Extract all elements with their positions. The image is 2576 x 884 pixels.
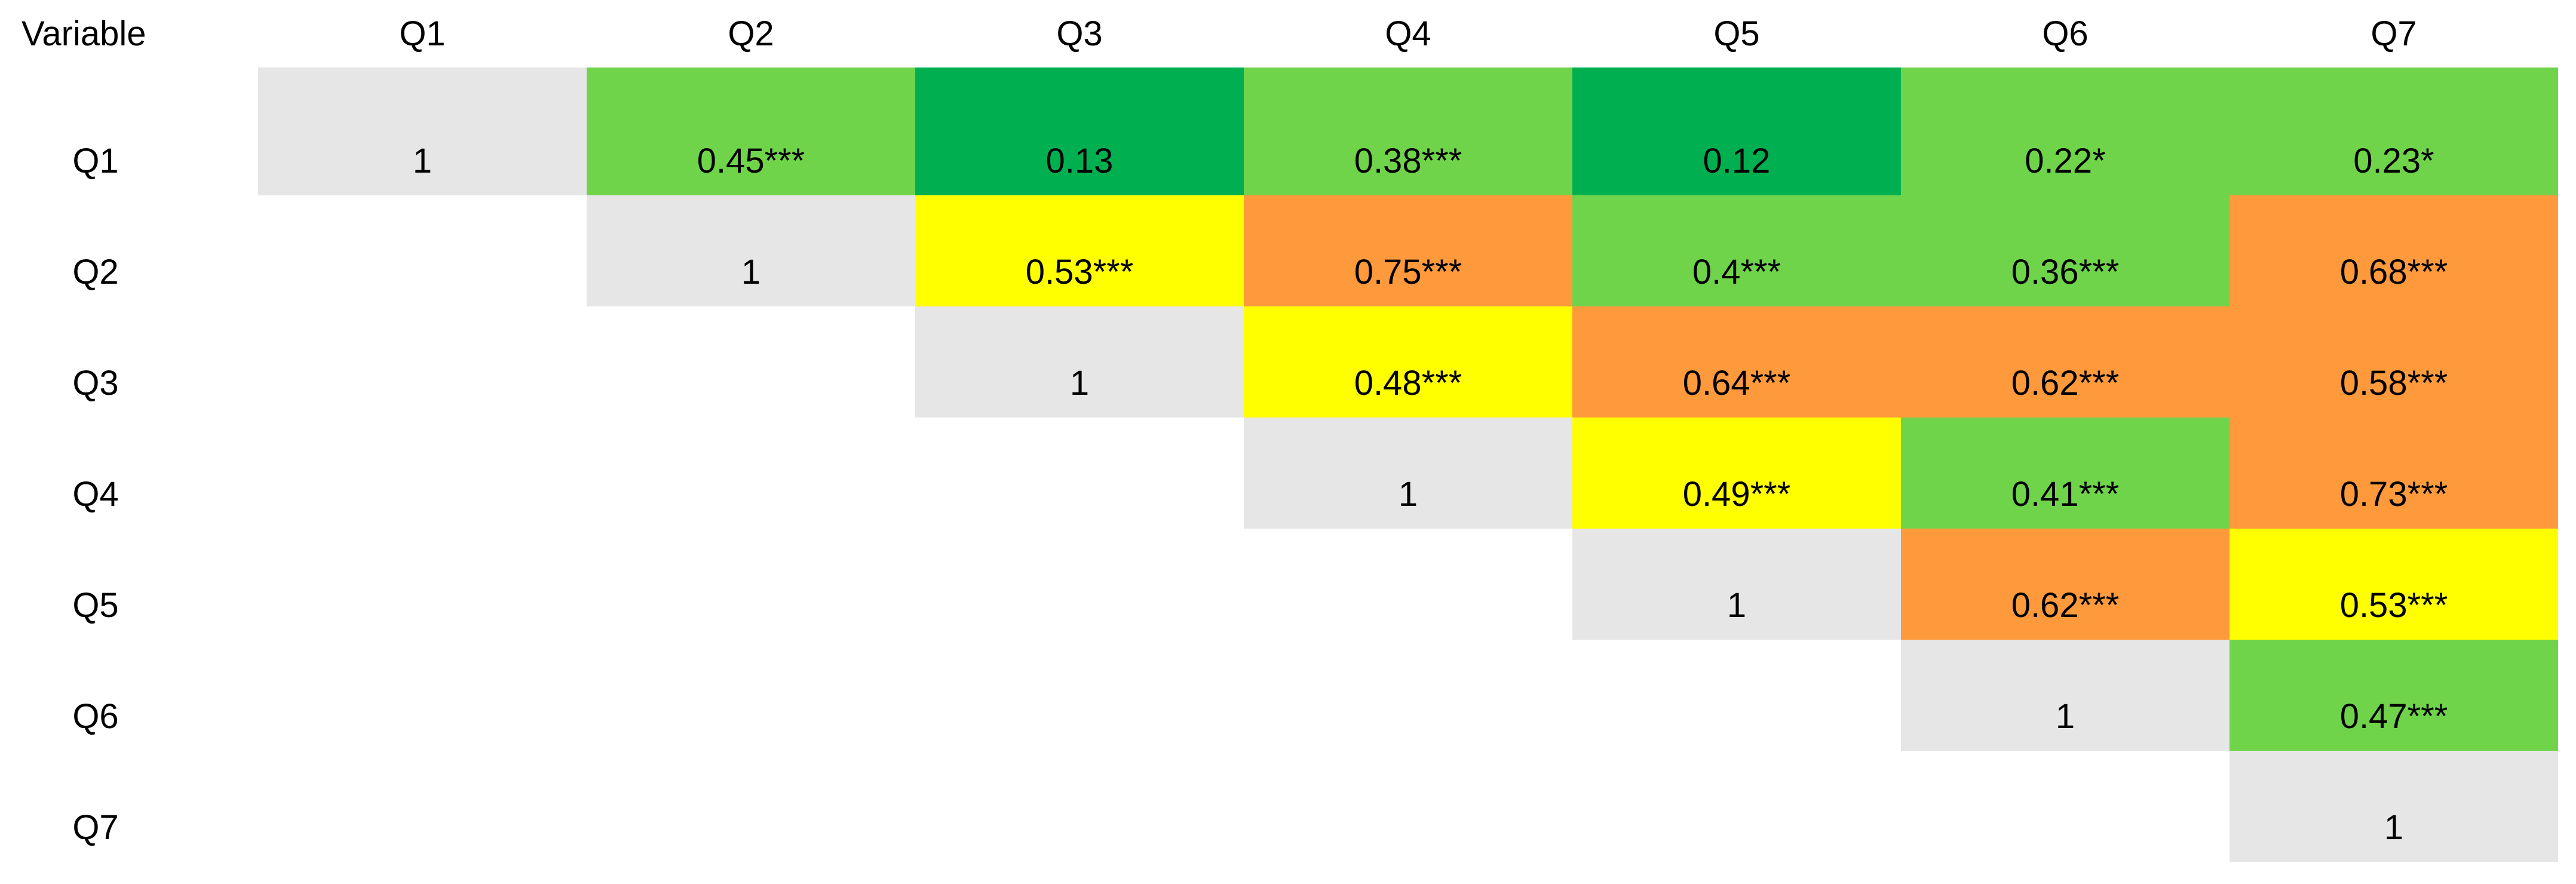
table-cell: 0.75*** (1244, 195, 1572, 306)
table-cell: 0.13 (915, 67, 1244, 195)
row-label: Q3 (72, 364, 119, 403)
table-cell: 0.62*** (1901, 529, 2230, 640)
table-cell: 0.38*** (1244, 67, 1572, 195)
table-cell: 1 (1572, 529, 1901, 640)
table-cell: 0.73*** (2230, 418, 2558, 529)
column-header: Q5 (1713, 14, 1760, 53)
corner-label: Variable (22, 14, 146, 53)
table-cell: 0.48*** (1244, 306, 1572, 418)
table-cell: 1 (1901, 640, 2230, 751)
table-cell: 0.12 (1572, 67, 1901, 195)
column-header: Q4 (1385, 14, 1431, 53)
row-label: Q7 (72, 808, 119, 847)
table-cell: 0.62*** (1901, 306, 2230, 418)
table-cell: 0.45*** (587, 67, 915, 195)
table-cell: 0.58*** (2230, 306, 2558, 418)
table-cell: 0.64*** (1572, 306, 1901, 418)
table-cell: 0.36*** (1901, 195, 2230, 306)
row-label: Q4 (72, 475, 119, 514)
column-header: Q6 (2042, 14, 2089, 53)
table-cell: 1 (2230, 751, 2558, 862)
table-cell: 0.53*** (915, 195, 1244, 306)
column-header: Q2 (728, 14, 774, 53)
table-cell: 0.68*** (2230, 195, 2558, 306)
table-cell: 0.47*** (2230, 640, 2558, 751)
column-header: Q1 (399, 14, 446, 53)
table-cell: 0.41*** (1901, 418, 2230, 529)
table-cell: 1 (915, 306, 1244, 418)
table-cell: 0.4*** (1572, 195, 1901, 306)
row-label: Q6 (72, 697, 119, 736)
table-cell: 0.22* (1901, 67, 2230, 195)
table-cell: 0.53*** (2230, 529, 2558, 640)
row-label: Q2 (72, 253, 119, 291)
row-label: Q5 (72, 586, 119, 625)
column-header: Q7 (2370, 14, 2417, 53)
column-header: Q3 (1056, 14, 1103, 53)
table-cell: 1 (258, 67, 587, 195)
table-cell: 1 (587, 195, 915, 306)
table-cell: 0.23* (2230, 67, 2558, 195)
table-cell: 1 (1244, 418, 1572, 529)
table-cell: 0.49*** (1572, 418, 1901, 529)
row-label: Q1 (72, 142, 119, 180)
